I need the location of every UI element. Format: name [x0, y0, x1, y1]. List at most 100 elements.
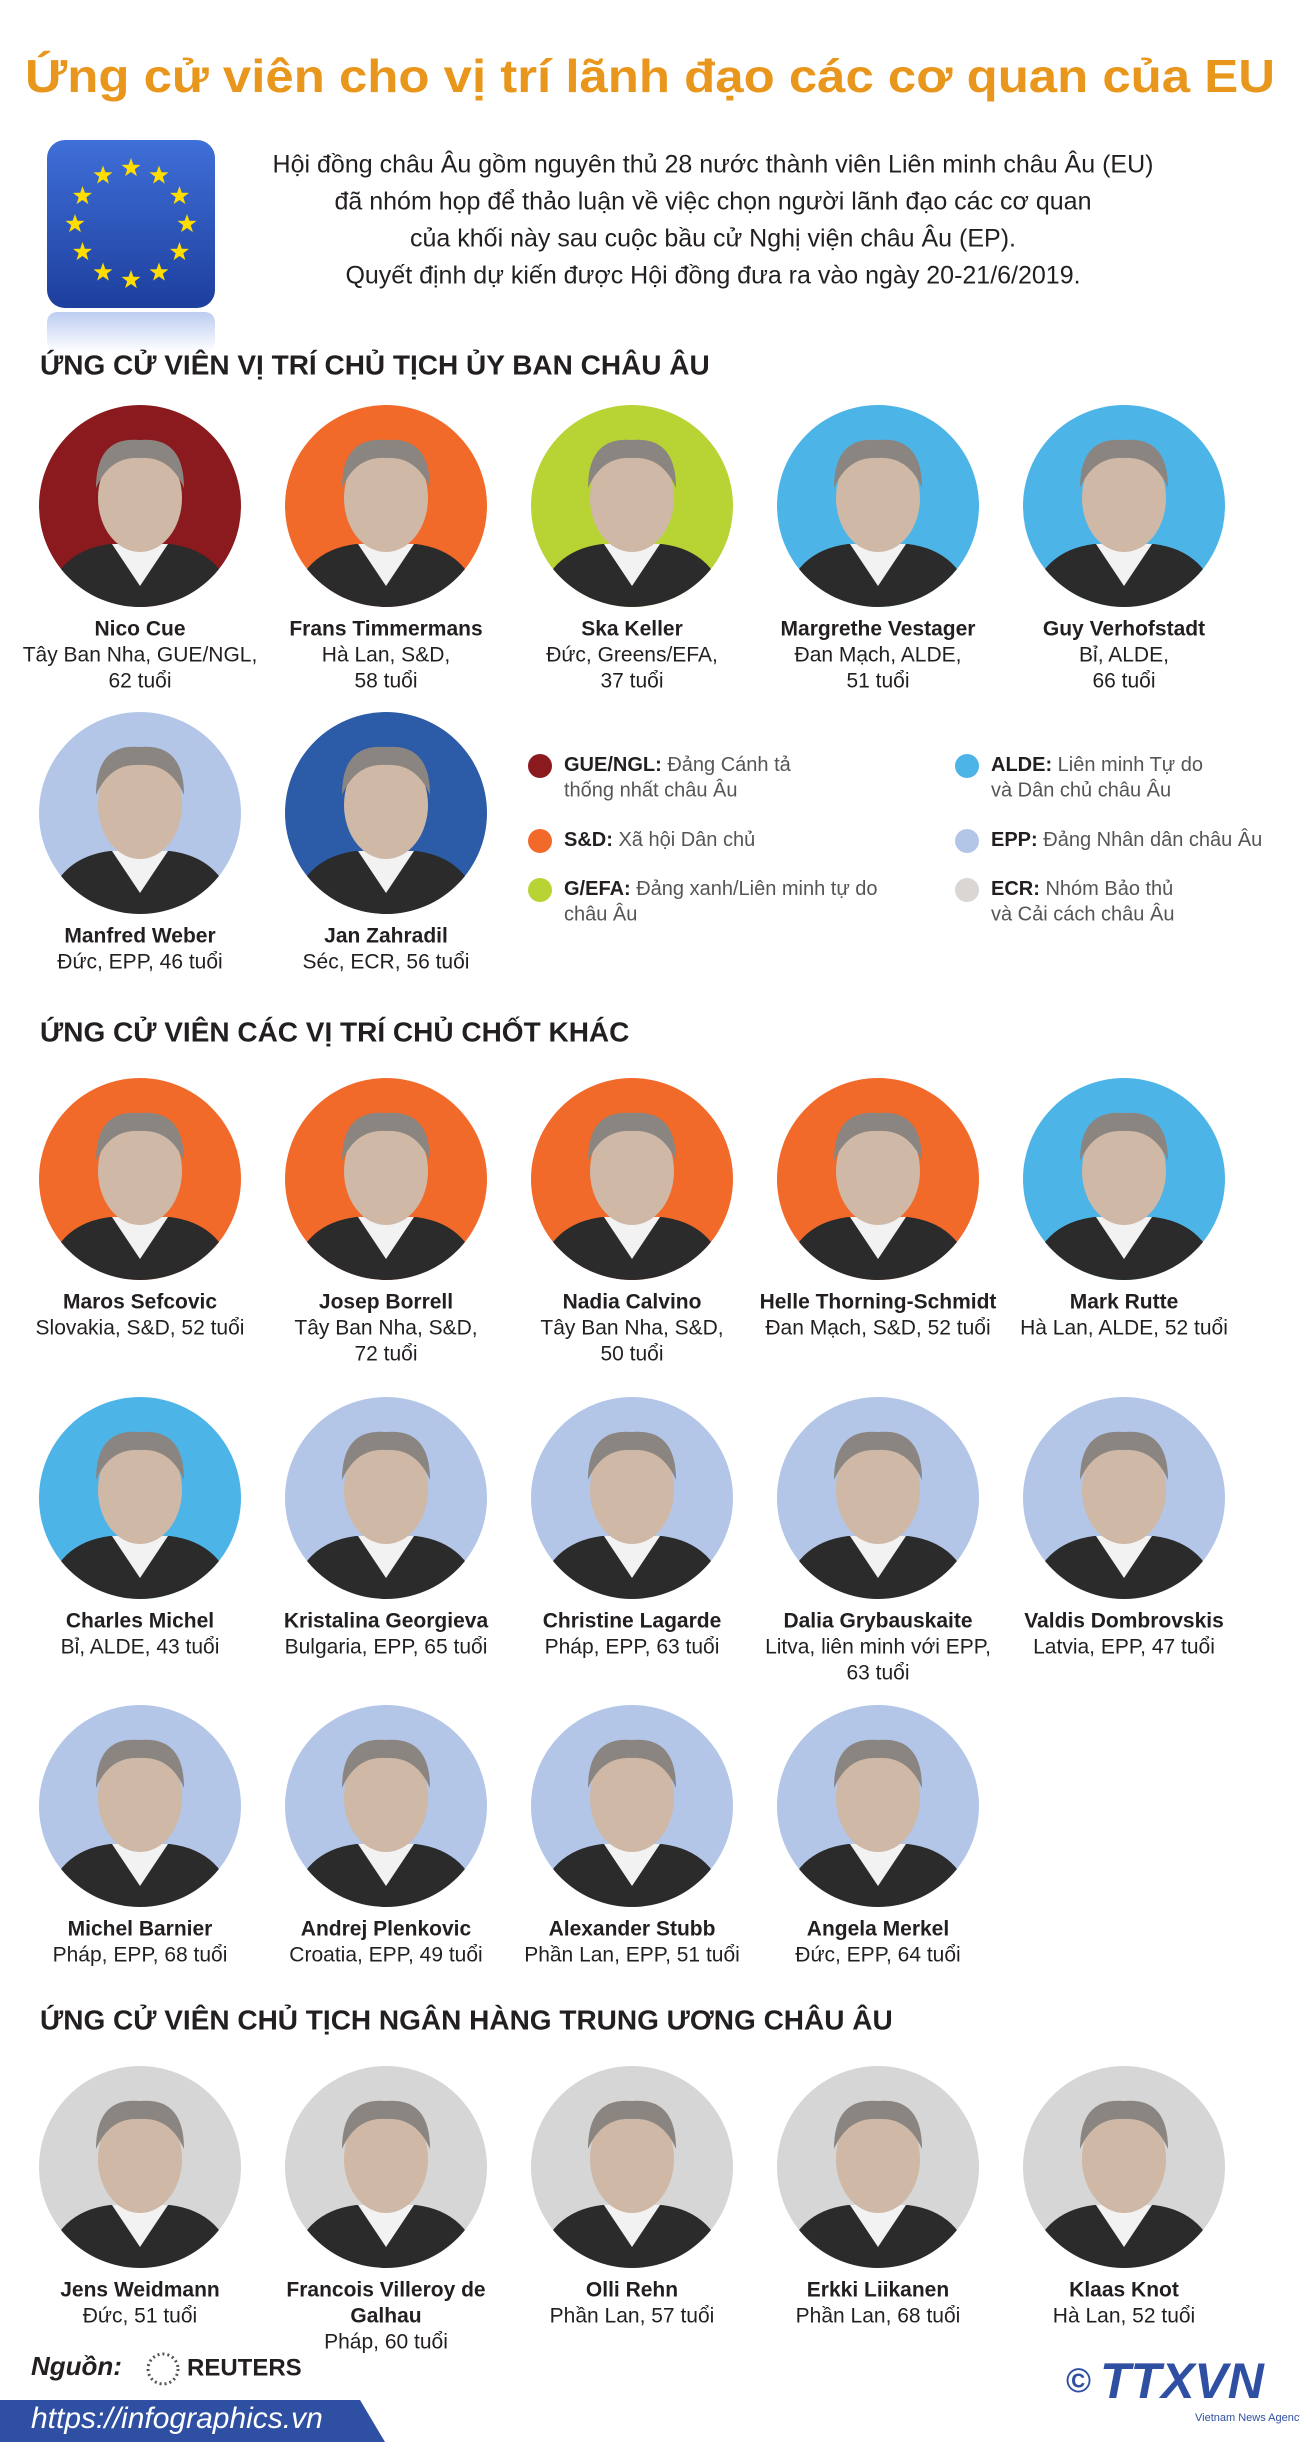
- candidate-details: Bulgaria, EPP, 65 tuổi: [285, 1636, 488, 1659]
- candidate-name: Valdis Dombrovskis: [1024, 1610, 1224, 1633]
- portrait-collar: [1096, 1217, 1152, 1259]
- candidate: Nico Cue Tây Ban Nha, GUE/NGL, 62 tuổi: [23, 405, 257, 693]
- candidate-name: Olli Rehn: [586, 2279, 678, 2302]
- candidate: Nadia Calvino Tây Ban Nha, S&D, 50 tuổi: [531, 1078, 733, 1366]
- portrait-collar: [604, 544, 660, 586]
- candidate: Christine Lagarde Pháp, EPP, 63 tuổi: [531, 1397, 733, 1659]
- flag-body: [47, 140, 215, 308]
- portrait-collar: [1096, 1536, 1152, 1578]
- legend-dot: [528, 878, 552, 902]
- candidate-details: 51 tuổi: [846, 670, 909, 693]
- candidate-details: 66 tuổi: [1092, 670, 1155, 693]
- portrait-face: [836, 2105, 920, 2213]
- candidate: Helle Thorning-Schmidt Đan Mạch, S&D, 52 …: [760, 1078, 996, 1340]
- candidate-details: Phần Lan, EPP, 51 tuổi: [524, 1944, 740, 1967]
- portrait: [45, 1112, 235, 1280]
- portrait-face: [344, 1117, 428, 1225]
- candidate: Manfred Weber Đức, EPP, 46 tuổi: [39, 712, 241, 974]
- candidate: Erkki Liikanen Phần Lan, 68 tuổi: [777, 2066, 979, 2328]
- candidate-details: Phần Lan, 57 tuổi: [550, 2305, 715, 2328]
- candidate: Charles Michel Bỉ, ALDE, 43 tuổi: [39, 1397, 241, 1659]
- candidate-name: Angela Merkel: [807, 1918, 949, 1941]
- candidate-details: Pháp, EPP, 63 tuổi: [545, 1636, 720, 1659]
- portrait-face: [98, 1744, 182, 1852]
- portrait: [783, 1431, 973, 1599]
- candidate: Margrethe Vestager Đan Mạch, ALDE, 51 tuổi: [777, 405, 979, 693]
- candidate: Mark Rutte Hà Lan, ALDE, 52 tuổi: [1020, 1078, 1228, 1340]
- portrait: [291, 1112, 481, 1280]
- candidate-details: 63 tuổi: [846, 1662, 909, 1685]
- url: https://infographics.vn: [31, 2402, 323, 2435]
- legend-text: Đảng Cánh tả: [667, 754, 791, 776]
- portrait-collar: [850, 1844, 906, 1886]
- portrait: [537, 439, 727, 607]
- portrait-collar: [604, 1844, 660, 1886]
- candidate: Alexander Stubb Phần Lan, EPP, 51 tuổi: [524, 1705, 740, 1967]
- candidate-name: Jens Weidmann: [60, 2279, 220, 2302]
- portrait-collar: [358, 544, 414, 586]
- intro-line: của khối này sau cuộc bầu cử Nghị viện c…: [410, 224, 1016, 253]
- portrait-collar: [850, 2205, 906, 2247]
- candidate: Francois Villeroy de Galhau Pháp, 60 tuổi: [285, 2066, 487, 2354]
- candidate-details: 37 tuổi: [600, 670, 663, 693]
- candidate-name: Josep Borrell: [319, 1291, 453, 1314]
- section-heading: ỨNG CỬ VIÊN VỊ TRÍ CHỦ TỊCH ỦY BAN CHÂU …: [40, 348, 710, 380]
- portrait-face: [836, 1436, 920, 1544]
- flag-star: [121, 158, 141, 177]
- legend-text: Nhóm Bảo thủ: [1045, 878, 1173, 900]
- candidate-name: Maros Sefcovic: [63, 1291, 217, 1314]
- candidate-name: Mark Rutte: [1070, 1291, 1179, 1314]
- candidate-details: Latvia, EPP, 47 tuổi: [1033, 1636, 1215, 1659]
- portrait-collar: [112, 1844, 168, 1886]
- agency: Vietnam News Agency: [1195, 2412, 1300, 2424]
- portrait-hair: [96, 1739, 184, 1788]
- candidate-name: Andrej Plenkovic: [301, 1918, 472, 1941]
- portrait: [45, 1431, 235, 1599]
- portrait-hair: [1080, 439, 1168, 488]
- candidate-details: Đức, EPP, 64 tuổi: [795, 1944, 960, 1967]
- portrait-face: [344, 1744, 428, 1852]
- intro-line: đã nhóm họp để thảo luận về việc chọn ng…: [335, 188, 1092, 216]
- portrait-collar: [358, 1217, 414, 1259]
- portrait: [45, 746, 235, 914]
- candidate-name: Guy Verhofstadt: [1043, 618, 1205, 641]
- flag-star: [73, 242, 92, 261]
- flag-star: [170, 242, 189, 261]
- portrait-face: [344, 2105, 428, 2213]
- candidate: Michel Barnier Pháp, EPP, 68 tuổi: [39, 1705, 241, 1967]
- legend-line: ALDE: Liên minh Tự do: [991, 754, 1203, 776]
- candidate-name: Francois Villeroy de: [286, 2279, 485, 2302]
- legend-dot: [955, 829, 979, 853]
- candidate-name: Erkki Liikanen: [807, 2279, 949, 2302]
- portrait-collar: [112, 851, 168, 893]
- intro-line: Quyết định dự kiến được Hội đồng đưa ra …: [345, 262, 1080, 290]
- legend-line: S&D: Xã hội Dân chủ: [564, 829, 755, 851]
- portrait-hair: [96, 746, 184, 795]
- candidate-name: Nico Cue: [94, 618, 185, 641]
- portrait-collar: [850, 1217, 906, 1259]
- portrait-hair: [1080, 1431, 1168, 1480]
- legend-text: châu Âu: [564, 902, 637, 925]
- candidate: Josep Borrell Tây Ban Nha, S&D, 72 tuổi: [285, 1078, 487, 1366]
- flag-star: [149, 262, 169, 281]
- candidate: Jan Zahradil Séc, ECR, 56 tuổi: [285, 712, 487, 974]
- candidate-details: 58 tuổi: [354, 670, 417, 693]
- intro-line: Hội đồng châu Âu gồm nguyên thủ 28 nước …: [273, 150, 1154, 179]
- portrait-face: [344, 751, 428, 859]
- candidate-name: Galhau: [350, 2305, 421, 2328]
- candidate: Klaas Knot Hà Lan, 52 tuổi: [1023, 2066, 1225, 2328]
- section-heading: ỨNG CỬ VIÊN CHỦ TỊCH NGÂN HÀNG TRUNG ƯƠN…: [40, 2003, 893, 2035]
- portrait-face: [1082, 1436, 1166, 1544]
- portrait-hair: [96, 1431, 184, 1480]
- portrait-collar: [850, 544, 906, 586]
- flag-star: [149, 165, 169, 184]
- portrait: [783, 1112, 973, 1280]
- portrait-hair: [342, 1431, 430, 1480]
- portrait-face: [1082, 444, 1166, 552]
- source: REUTERS: [187, 2354, 302, 2381]
- legend-item: EPP: Đảng Nhân dân châu Âu: [955, 828, 1262, 853]
- portrait-hair: [96, 1112, 184, 1161]
